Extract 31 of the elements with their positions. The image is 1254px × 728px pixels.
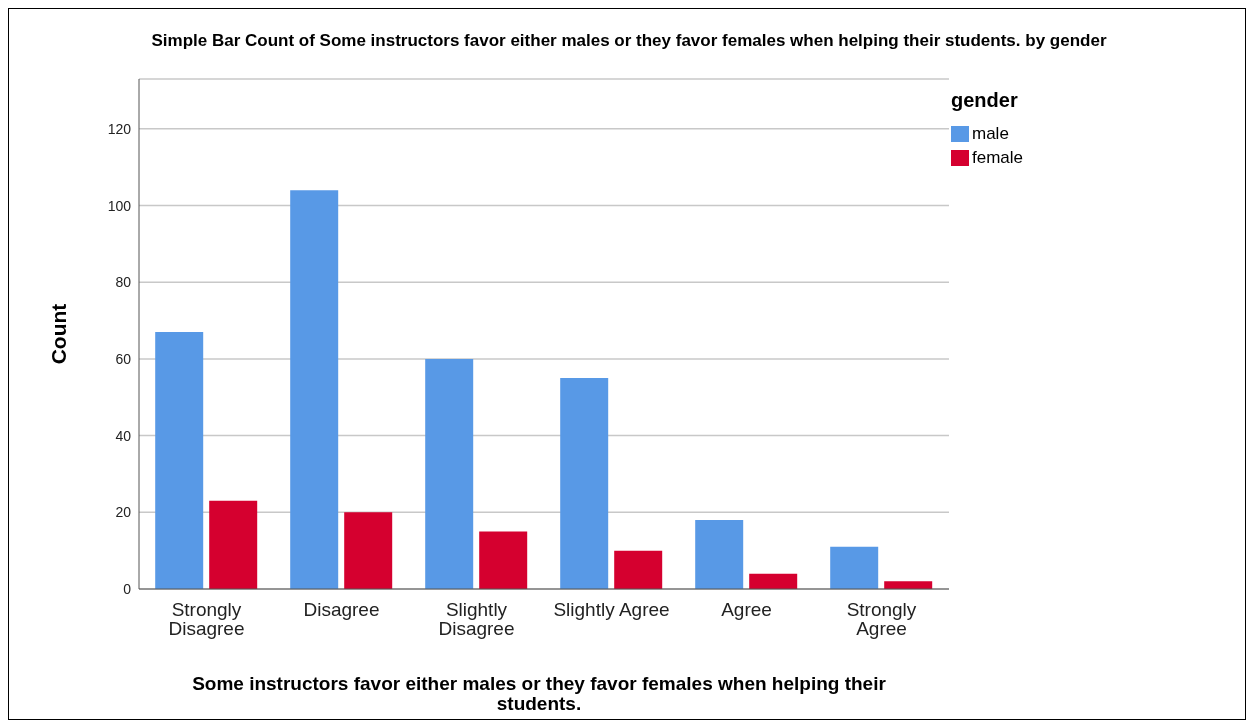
legend-title: gender [951, 89, 1019, 112]
bar [884, 581, 933, 589]
bar [560, 378, 609, 589]
legend-label: male [971, 123, 1010, 145]
x-tick-label: Agree [721, 599, 772, 621]
bar [614, 550, 663, 589]
y-tick-label: 60 [115, 350, 132, 367]
y-tick-label: 120 [107, 120, 132, 137]
bar [695, 519, 744, 589]
y-tick-label: 80 [115, 274, 132, 291]
bar [749, 573, 798, 589]
x-axis-title: Some instructors favor either males or they favor females when helping their students. [191, 673, 887, 714]
x-tick-label: Disagree [303, 599, 380, 621]
bar [830, 546, 879, 589]
y-tick-label: 40 [115, 427, 132, 444]
y-tick-label: 0 [123, 580, 132, 597]
x-tick-label: Slightly Agree [553, 599, 670, 621]
y-tick-label: 100 [107, 197, 132, 214]
bar [209, 500, 258, 589]
bar [479, 531, 528, 589]
bar [290, 190, 339, 589]
x-tick-label: Strongly Disagree [168, 599, 245, 640]
bar [425, 358, 474, 589]
legend-label: female [971, 147, 1024, 169]
x-tick-label: Strongly Agree [846, 599, 917, 640]
bar [155, 332, 204, 589]
x-tick-label: Slightly Disagree [438, 599, 515, 640]
y-tick-label: 20 [115, 504, 132, 521]
chart-title: Simple Bar Count of Some instructors favor either males or they favor females when helping their students. by gender [150, 31, 1108, 50]
bar [344, 512, 393, 589]
y-axis-title: Count [47, 303, 71, 365]
